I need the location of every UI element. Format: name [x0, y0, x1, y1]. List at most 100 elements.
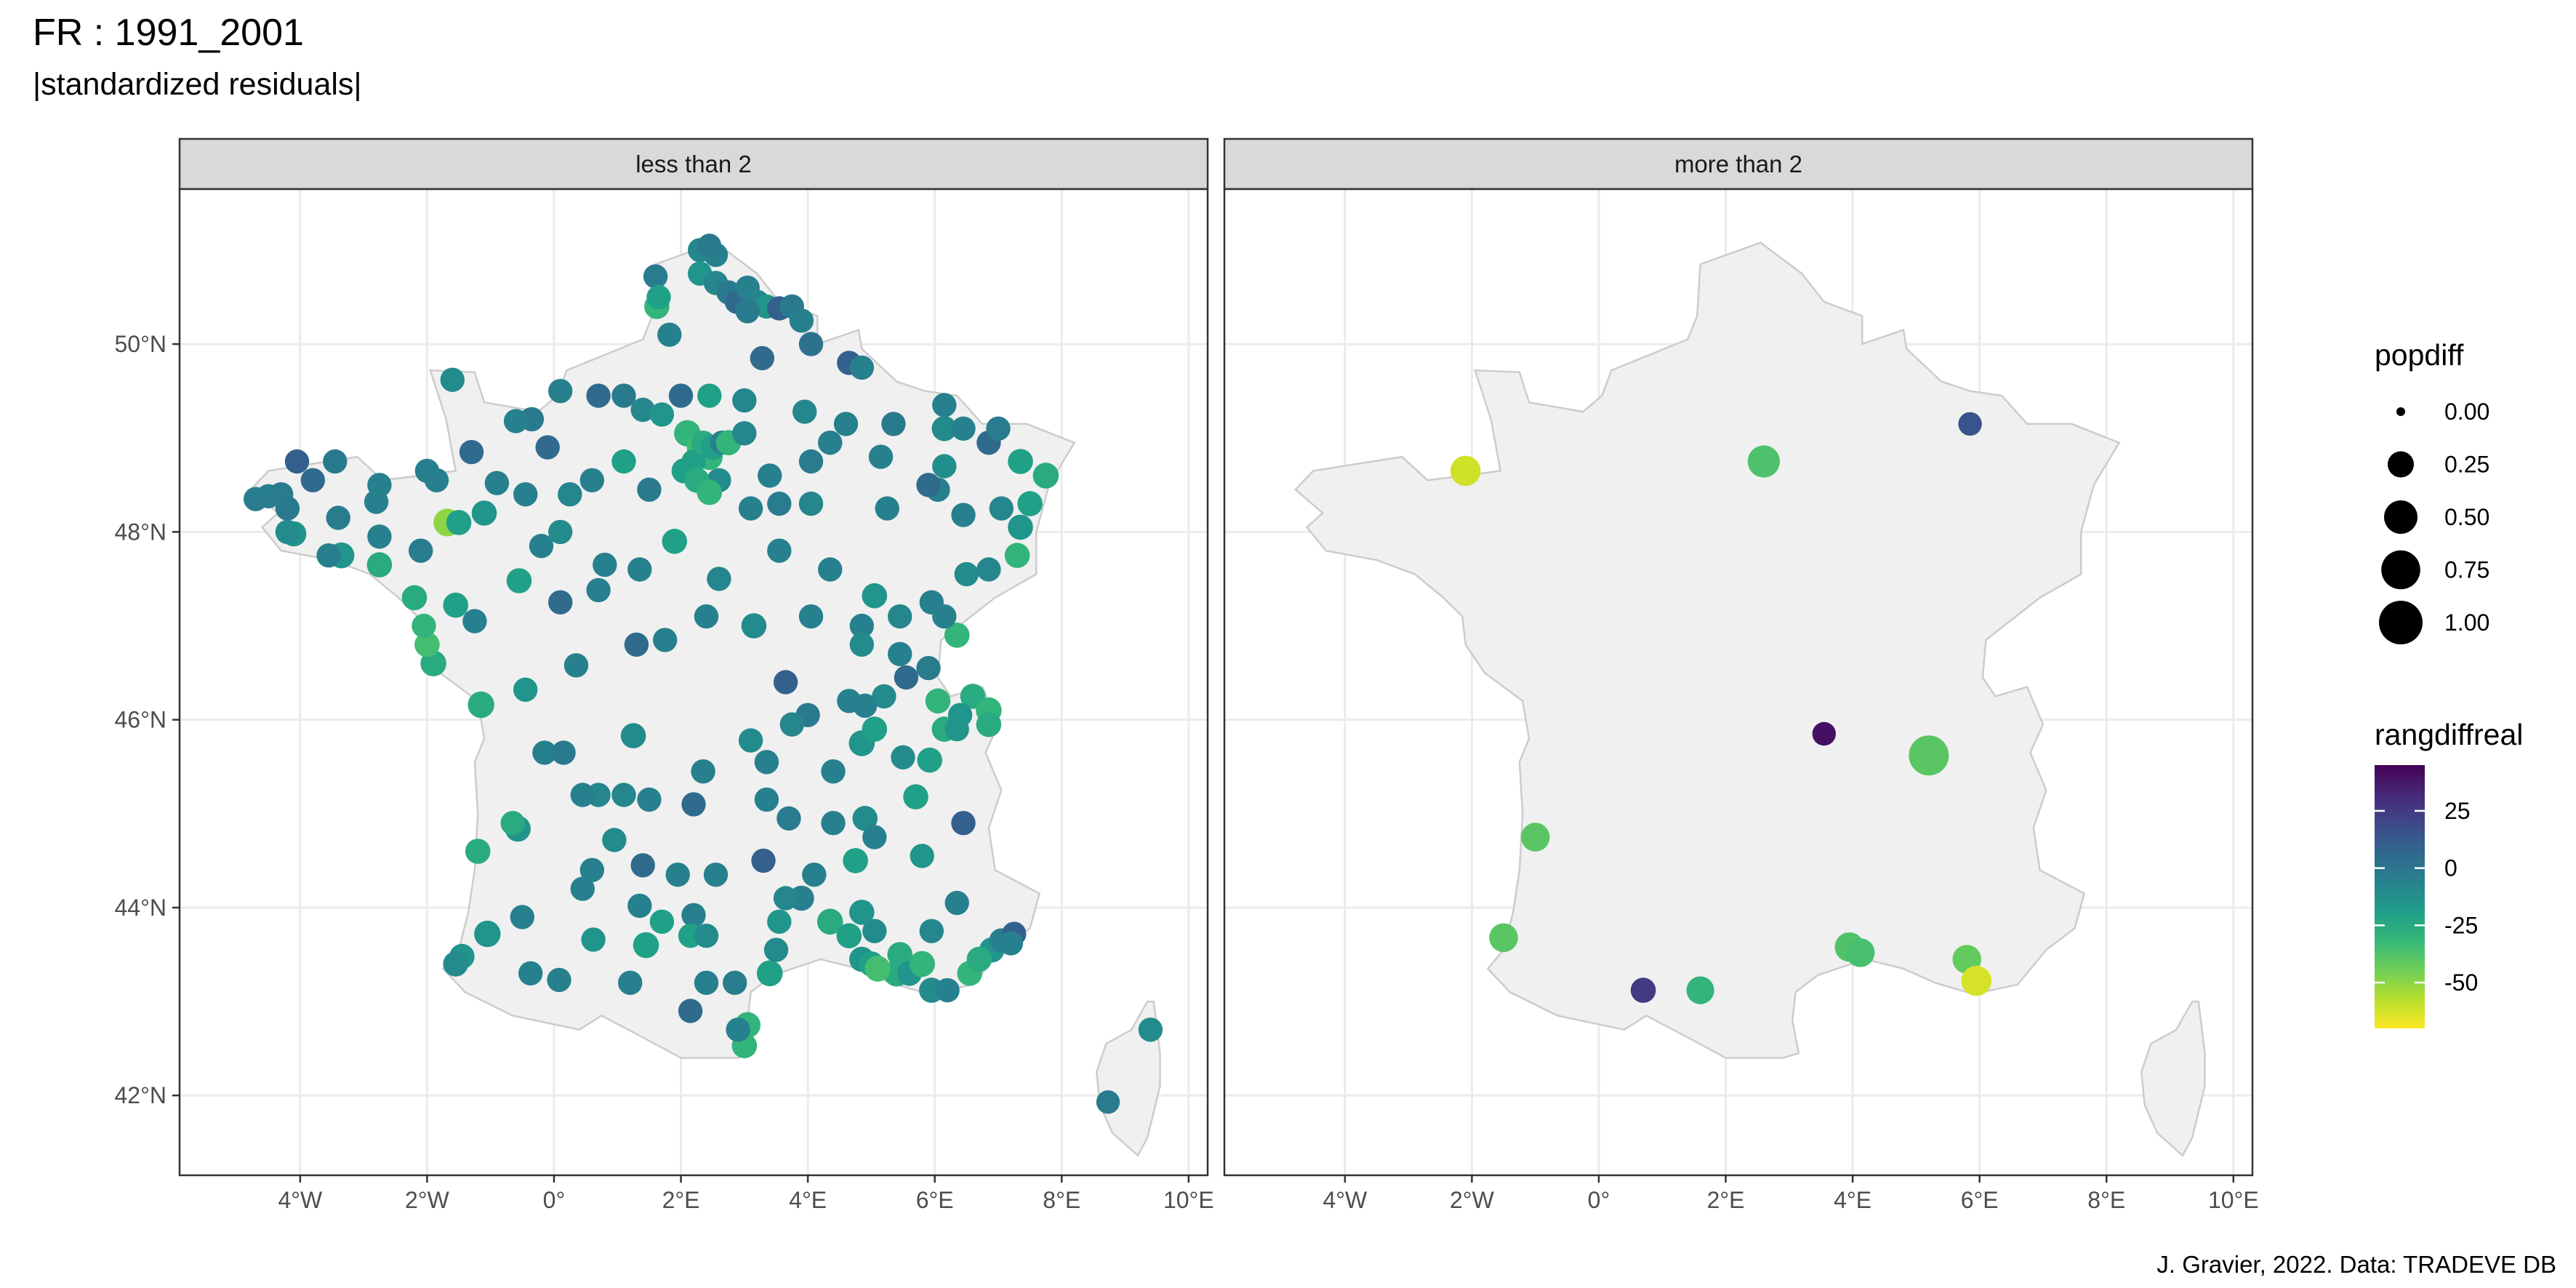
city-point: [888, 604, 912, 629]
x-tick-label: 4°E: [1834, 1187, 1871, 1213]
colorbar-label: -50: [2444, 969, 2478, 996]
city-point: [750, 345, 775, 371]
x-tick-label: 4°E: [789, 1187, 827, 1213]
city-point: [300, 468, 325, 492]
legend-rangdiffreal: rangdiffreal 25 0 -25 -50: [2375, 718, 2523, 1028]
x-tick-label: 8°E: [1043, 1187, 1080, 1213]
city-point: [694, 924, 719, 948]
city-point: [518, 961, 543, 986]
x-tick-label: 10°E: [1163, 1187, 1214, 1213]
city-point: [966, 946, 992, 972]
city-point: [558, 482, 582, 507]
city-point: [532, 740, 557, 765]
city-point: [548, 519, 573, 545]
city-point: [1489, 923, 1518, 953]
y-tick-label: 42°N: [115, 1082, 167, 1108]
city-point: [1909, 735, 1949, 776]
city-point: [665, 863, 690, 887]
city-point: [951, 503, 976, 527]
city-point: [1004, 543, 1030, 568]
city-point: [697, 383, 722, 408]
city-point: [643, 264, 668, 289]
city-point: [1520, 823, 1550, 852]
colorbar: [2375, 765, 2425, 1028]
x-tick-label: 0°: [1588, 1187, 1610, 1213]
city-point: [484, 471, 510, 495]
city-point: [935, 977, 960, 1003]
city-point: [551, 740, 576, 765]
city-point: [649, 909, 675, 935]
city-point: [633, 932, 659, 959]
city-point: [837, 689, 862, 713]
x-tick-label: 2°E: [1707, 1187, 1745, 1213]
city-point: [602, 828, 627, 852]
legend-size-key: [2379, 601, 2423, 644]
city-point: [773, 670, 798, 695]
corsica: [2140, 1000, 2206, 1157]
city-point: [624, 632, 649, 657]
city-point: [887, 942, 912, 967]
city-point: [548, 590, 573, 615]
facet-strip-2: [1223, 137, 2254, 191]
panel-border-2: [1223, 188, 2254, 1177]
city-point: [611, 783, 636, 807]
city-point: [726, 1017, 750, 1042]
city-point: [976, 711, 1002, 737]
france-mainland: [1293, 241, 2121, 1059]
city-point: [833, 412, 859, 436]
city-point: [976, 557, 1001, 582]
city-point: [697, 233, 721, 257]
city-point: [326, 505, 350, 530]
city-point: [852, 806, 878, 831]
city-point: [756, 960, 783, 987]
city-point: [364, 489, 389, 514]
city-point: [443, 951, 468, 977]
y-tick-label: 44°N: [115, 895, 167, 921]
city-point: [662, 529, 688, 554]
x-tick-label: 8°E: [2087, 1187, 2125, 1213]
city-point: [579, 857, 604, 883]
city-point: [1812, 721, 1836, 746]
city-point: [620, 723, 646, 748]
city-point: [816, 908, 843, 935]
x-tick-label: 2°W: [1450, 1187, 1495, 1213]
y-tick-label: 48°N: [115, 519, 167, 545]
city-point: [732, 388, 757, 413]
city-point: [653, 628, 678, 652]
city-point: [1138, 1017, 1163, 1042]
city-point: [798, 332, 824, 356]
city-point: [581, 927, 606, 952]
city-point: [864, 956, 891, 982]
city-point: [1747, 445, 1780, 478]
city-point: [284, 449, 310, 474]
city-point: [802, 863, 827, 887]
city-point: [1845, 938, 1875, 967]
facet-panel-2: more than 2: [1223, 137, 2254, 1177]
city-point: [443, 592, 468, 618]
facet-panel-1: less than 2: [178, 137, 1209, 1177]
city-point: [723, 970, 747, 996]
city-point: [862, 825, 887, 849]
city-point: [1096, 1090, 1120, 1114]
city-point: [471, 500, 497, 526]
city-point: [627, 893, 652, 919]
city-point: [579, 468, 604, 492]
legend-rangdiffreal-title: rangdiffreal: [2375, 718, 2523, 751]
legend-size-key: [2381, 550, 2420, 590]
city-point: [611, 449, 636, 474]
colorbar-label: -25: [2444, 912, 2478, 938]
city-point: [836, 923, 862, 948]
city-point: [1630, 977, 1656, 1003]
city-point: [751, 848, 776, 873]
city-point: [798, 604, 824, 629]
city-point: [779, 712, 805, 737]
city-point: [1008, 449, 1033, 474]
city-point: [932, 604, 957, 629]
city-point: [630, 853, 655, 878]
city-point: [798, 491, 824, 516]
city-point: [446, 510, 472, 535]
city-point: [366, 552, 393, 577]
x-tick-label: 0°: [543, 1187, 566, 1213]
city-point: [951, 416, 976, 441]
city-point: [818, 431, 843, 455]
